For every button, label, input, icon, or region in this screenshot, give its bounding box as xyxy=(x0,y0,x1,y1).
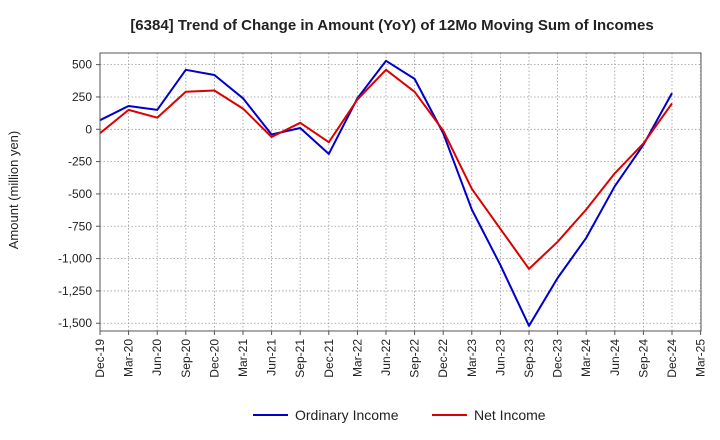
legend-item: Net Income xyxy=(432,407,546,423)
x-tick-label: Jun-24 xyxy=(608,339,622,376)
x-ticks: Dec-19 Mar-20 Jun-20 Sep-20 Dec-20 Mar-21 Jun-… xyxy=(93,331,708,378)
y-tick-label: -250 xyxy=(68,155,92,169)
x-tick-label: Dec-22 xyxy=(436,339,450,378)
x-tick-label: Mar-24 xyxy=(579,339,593,377)
grid xyxy=(99,53,701,331)
y-ticks: 500 250 0 -250 -500 -750 -1,000 -1,250 -1,500 xyxy=(58,58,100,330)
x-tick-label: Dec-23 xyxy=(551,339,565,378)
legend: Ordinary Income Net Income xyxy=(253,407,546,423)
x-tick-label: Jun-21 xyxy=(265,339,279,376)
x-tick-label: Mar-23 xyxy=(465,339,479,377)
x-tick-label: Sep-21 xyxy=(293,339,307,378)
y-tick-label: -1,000 xyxy=(58,252,92,266)
x-tick-label: Dec-24 xyxy=(665,339,679,378)
x-tick-label: Sep-20 xyxy=(179,339,193,378)
x-tick-label: Dec-20 xyxy=(207,339,221,378)
x-tick-label: Mar-21 xyxy=(236,339,250,377)
x-tick-label: Dec-21 xyxy=(322,339,336,378)
y-tick-label: 500 xyxy=(72,58,92,72)
y-tick-label: 0 xyxy=(85,122,92,136)
x-tick-label: Sep-22 xyxy=(408,339,422,378)
series-line-net-income xyxy=(99,68,673,270)
series-lines xyxy=(99,59,673,327)
x-tick-label: Jun-20 xyxy=(150,339,164,376)
legend-label: Net Income xyxy=(474,407,546,423)
x-tick-label: Sep-23 xyxy=(522,339,536,378)
x-tick-label: Jun-22 xyxy=(379,339,393,376)
y-tick-label: -1,250 xyxy=(58,284,92,298)
x-tick-label: Mar-25 xyxy=(694,339,708,377)
y-axis-label: Amount (million yen) xyxy=(6,131,21,250)
legend-item: Ordinary Income xyxy=(253,407,399,423)
x-tick-label: Mar-20 xyxy=(122,339,136,377)
chart-title: [6384] Trend of Change in Amount (YoY) o… xyxy=(130,17,653,34)
series-line-ordinary-income xyxy=(99,59,673,327)
x-tick-label: Sep-24 xyxy=(636,339,650,378)
legend-label: Ordinary Income xyxy=(295,407,399,423)
x-tick-label: Mar-22 xyxy=(350,339,364,377)
y-tick-label: -1,500 xyxy=(58,316,92,330)
plot-area-border xyxy=(99,52,702,332)
y-tick-label: 250 xyxy=(72,90,92,104)
x-tick-label: Dec-19 xyxy=(93,339,107,378)
y-tick-label: -500 xyxy=(68,187,92,201)
x-tick-label: Jun-23 xyxy=(493,339,507,376)
y-tick-label: -750 xyxy=(68,219,92,233)
